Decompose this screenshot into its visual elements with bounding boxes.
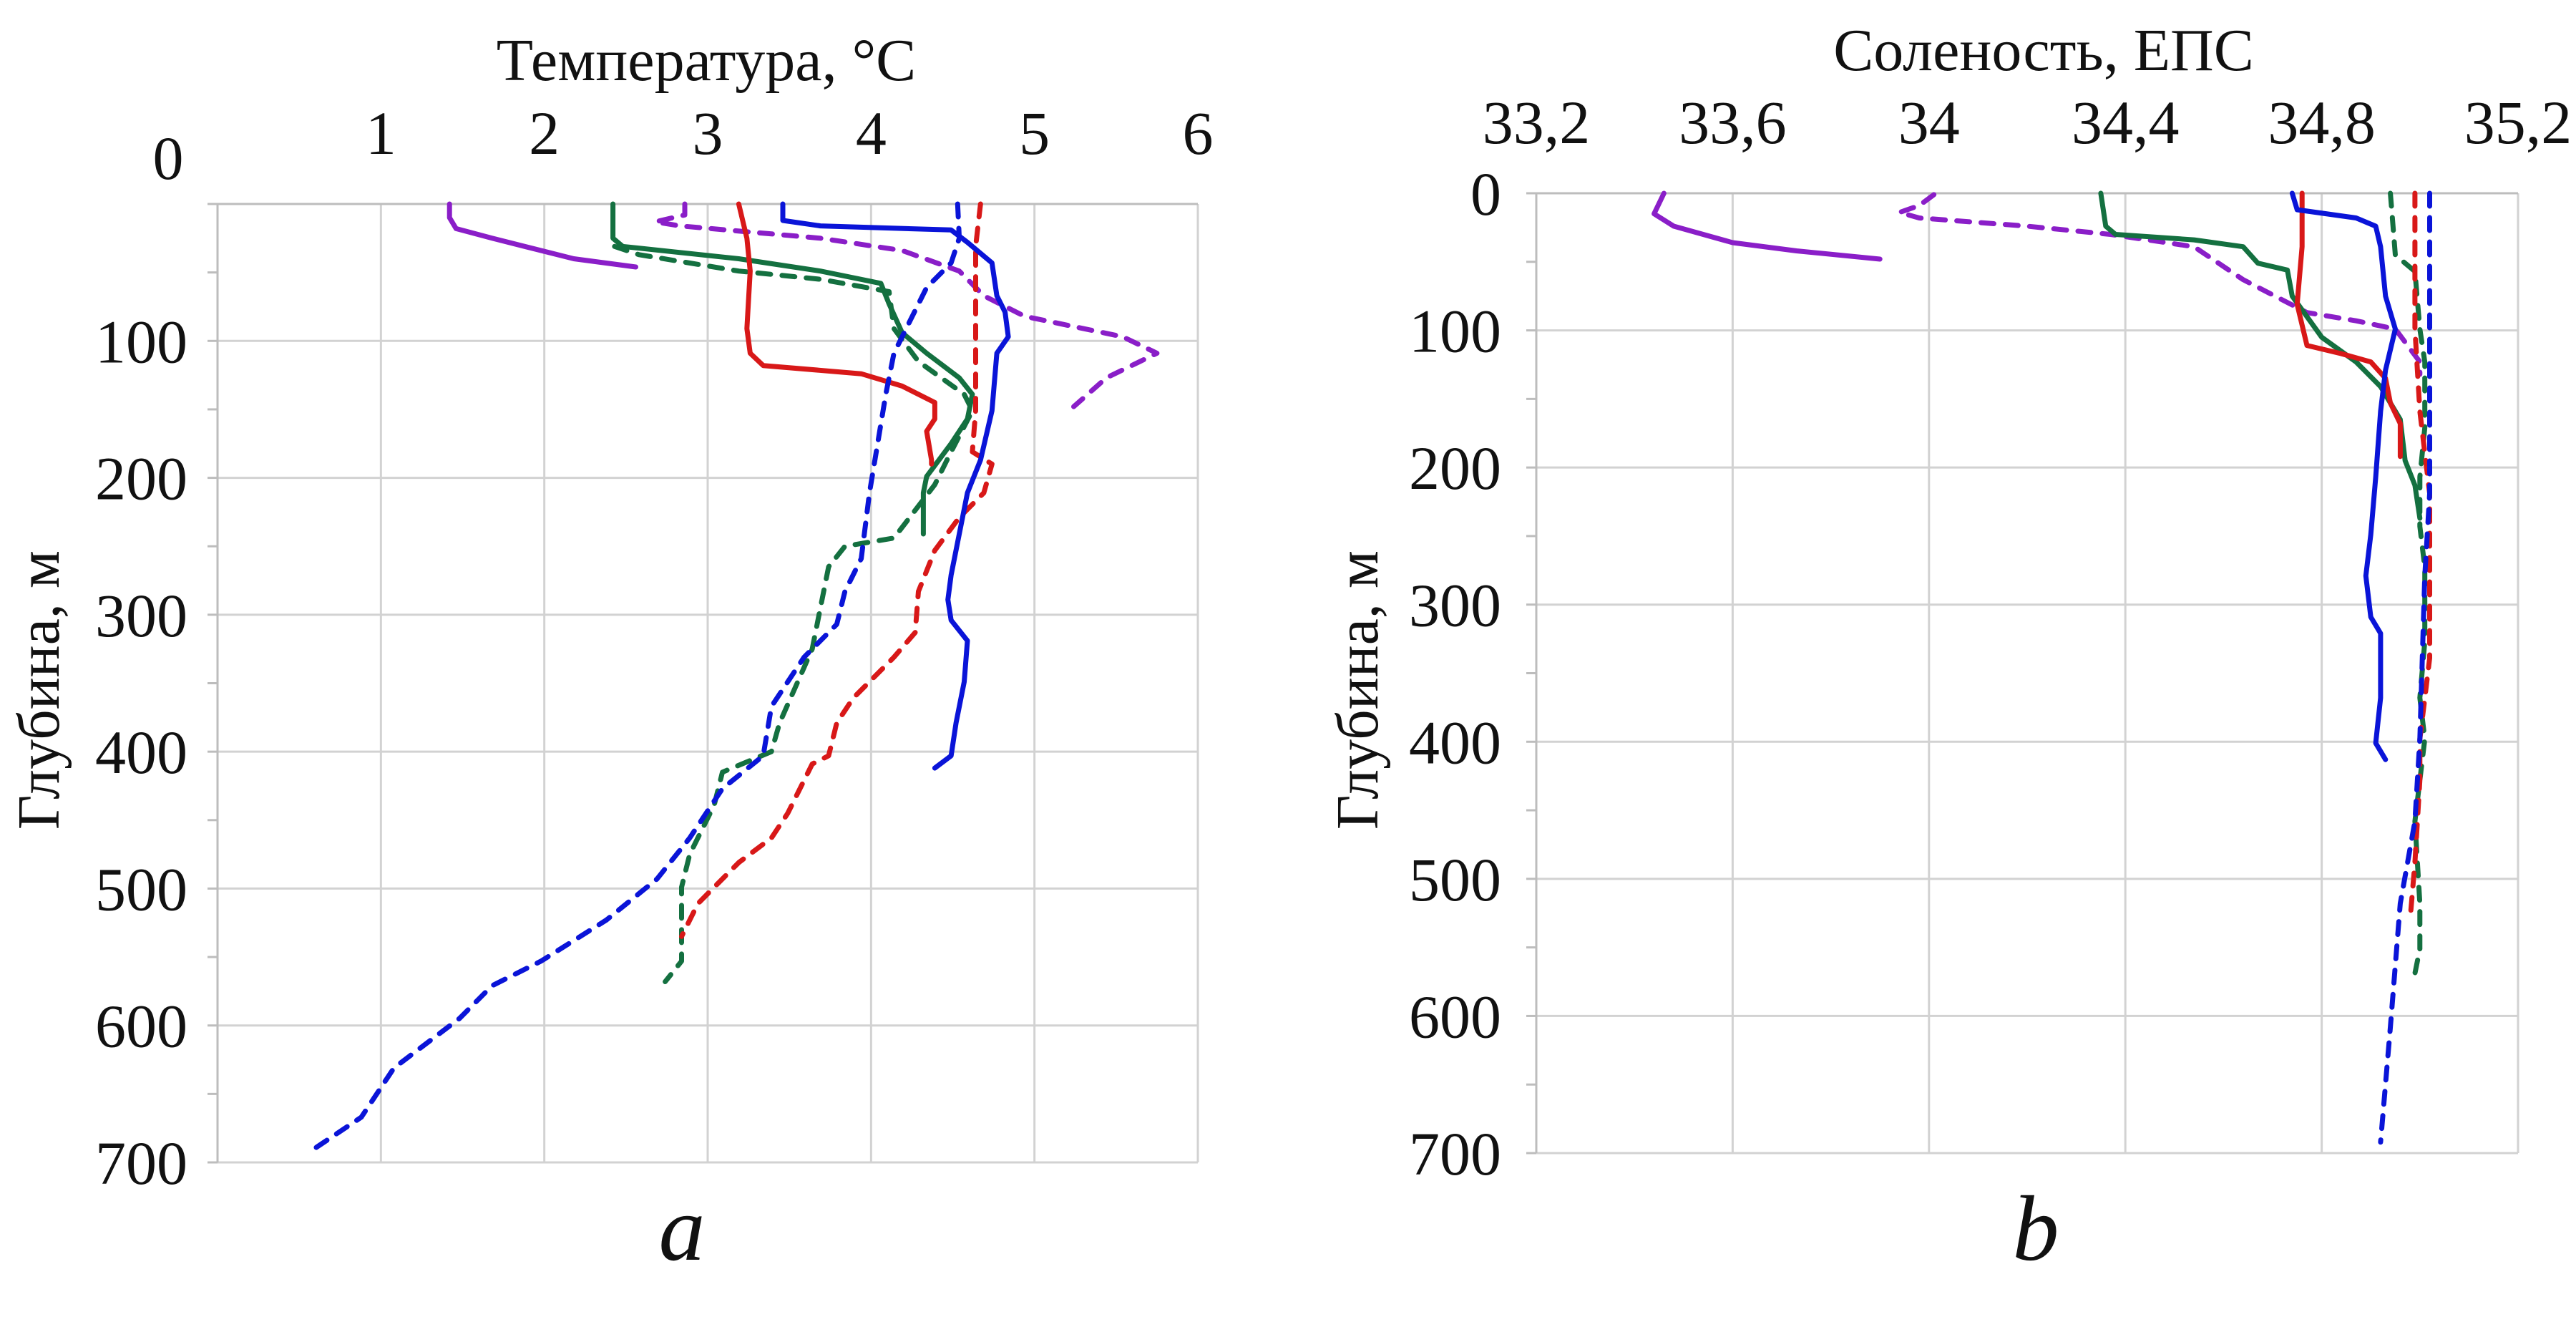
- y-tick-label: 700: [1409, 1119, 1501, 1188]
- salinity-panel: Соленость, ЕПС Глубина, м b 33,2 33,6 34 34…: [1324, 17, 2572, 1280]
- series-line-solid-2: [2098, 190, 2423, 521]
- y-tick-label: 100: [1409, 297, 1501, 366]
- y-tick-label: 400: [1409, 708, 1501, 777]
- y-tick-label: 300: [95, 581, 187, 650]
- series-line-dashed-1: [653, 201, 1160, 409]
- x-tick-label: 1: [366, 99, 396, 167]
- series-line-dashed-7: [2378, 190, 2432, 1145]
- x-tick-label: 6: [1183, 99, 1214, 167]
- series-line-solid-4: [2294, 190, 2403, 460]
- y-tick-label: 100: [95, 307, 187, 376]
- y-tick-label: 600: [95, 992, 187, 1061]
- y-tick-label: 600: [1409, 982, 1501, 1051]
- y-tick-label: 0: [1470, 160, 1501, 228]
- series-line-solid-0: [1652, 190, 1883, 262]
- y-tick-label: 200: [95, 444, 187, 513]
- series-line-dashed-5: [679, 201, 995, 939]
- x-tick-label: 34: [1898, 88, 1960, 157]
- salinity-axis-title: Соленость, ЕПС: [1833, 17, 2253, 84]
- panel-label-b: b: [2013, 1177, 2059, 1280]
- x-tick-label: 35,2: [2464, 88, 2572, 157]
- depth-axis-title-b: Глубина, м: [1324, 550, 1391, 830]
- x-tick-label: 5: [1019, 99, 1050, 167]
- temperature-axis-title: Температура, °C: [497, 27, 916, 94]
- series-line-solid-0: [447, 201, 638, 270]
- y-tick-label: 500: [95, 855, 187, 923]
- depth-axis-title-a: Глубина, м: [6, 550, 72, 830]
- y-tick-label: 700: [95, 1129, 187, 1197]
- series-line-dashed-7: [309, 201, 962, 1153]
- x-tick-label: 34,8: [2268, 88, 2376, 157]
- x-tick-label: 33,2: [1483, 88, 1591, 157]
- y-tick-label: 500: [1409, 845, 1501, 914]
- series-line-dashed-3: [612, 243, 975, 984]
- y-tick-label: 300: [1409, 571, 1501, 640]
- y-tick-label: 400: [95, 718, 187, 787]
- y-tick-label: 200: [1409, 434, 1501, 502]
- panel-label-a: a: [659, 1177, 706, 1280]
- series-line-dashed-3: [2388, 190, 2428, 976]
- x-tick-label: 2: [529, 99, 560, 167]
- temperature-panel: Температура, °C Глубина, м a 0 1 2 3 4 5 6 100 2…: [6, 27, 1214, 1280]
- series-line-solid-2: [610, 201, 975, 537]
- x-tick-label: 34,4: [2072, 88, 2180, 157]
- grid: [208, 203, 1199, 1164]
- grid: [1526, 192, 2519, 1155]
- series-line-dashed-5: [2407, 190, 2432, 923]
- series-line-solid-4: [736, 201, 937, 467]
- series-line-dashed-1: [1897, 192, 2423, 377]
- x-tick-label: 4: [856, 99, 887, 167]
- x-tick-label: 33,6: [1679, 88, 1787, 157]
- x-tick-label: 0: [153, 124, 184, 193]
- series-line-solid-6: [2289, 190, 2398, 762]
- x-tick-label: 3: [693, 99, 723, 167]
